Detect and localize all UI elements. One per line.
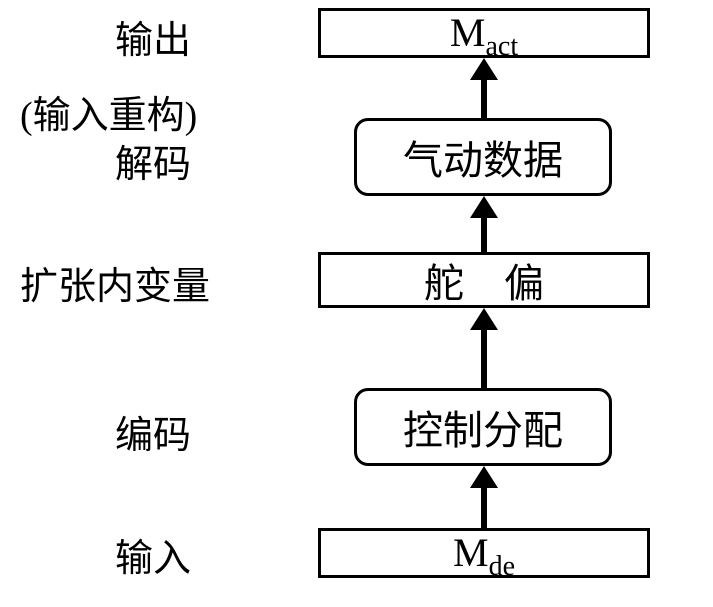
box-mact: Mact xyxy=(318,8,650,58)
label-input: 输入 xyxy=(115,540,191,578)
label-output: 输出 xyxy=(115,22,191,60)
label-decode: 解码 xyxy=(115,146,191,184)
box-aero-text: 气动数据 xyxy=(403,125,563,197)
box-rudder: 舵 偏 xyxy=(318,252,650,308)
label-encode: 编码 xyxy=(115,417,191,455)
box-ctrl-text: 控制分配 xyxy=(403,395,563,467)
label-latent: 扩张内变量 xyxy=(20,268,210,306)
box-control-alloc: 控制分配 xyxy=(354,388,612,466)
autoencoder-flow-diagram: 输出 (输入重构) 解码 扩张内变量 编码 输入 Mact 气动数据 舵 偏 控… xyxy=(0,0,713,607)
box-mde: Mde xyxy=(318,528,650,578)
box-aero-data: 气动数据 xyxy=(354,118,612,196)
box-mde-text: Mde xyxy=(453,531,515,589)
label-decode-paren: (输入重构) xyxy=(20,97,197,135)
box-rudder-text: 舵 偏 xyxy=(424,259,544,309)
